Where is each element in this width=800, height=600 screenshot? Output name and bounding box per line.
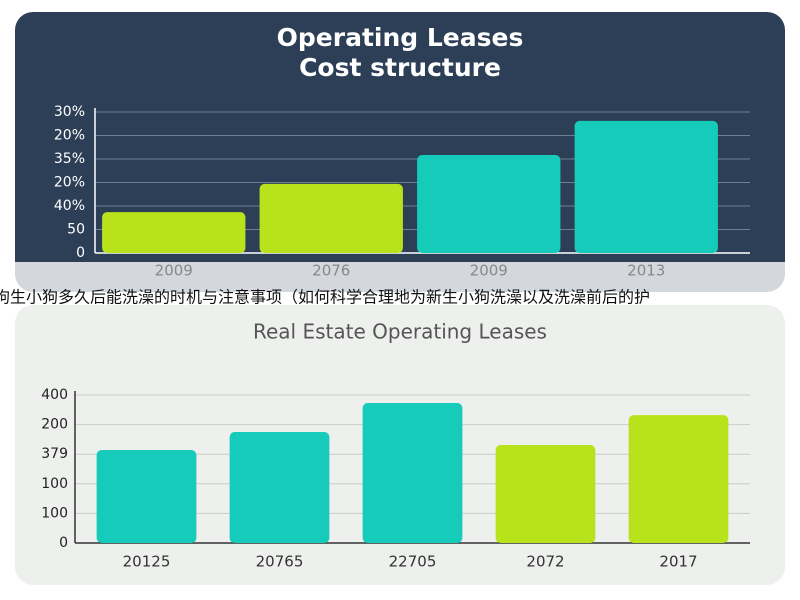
chart-title: Real Estate Operating Leases [253,320,547,344]
top-category-labels: 2009 2076 2009 2013 [155,262,666,280]
y-tick-label: 35% [54,151,85,167]
x-tick-label: 2013 [627,262,665,280]
chart-top: Operating Leases Cost structure 0 50 40% 20… [54,23,750,261]
y-tick-label: 20% [54,175,85,191]
y-tick-label: 0 [76,245,85,261]
bar [574,120,718,254]
banner-text: 狗生小狗多久后能洗澡的时机与注意事项（如何科学合理地为新生小狗洗澡以及洗澡前后的… [0,288,650,307]
x-tick-label: 2017 [659,553,697,571]
bar [259,183,403,253]
y-tick-label: 100 [41,505,68,521]
bar [495,445,596,543]
x-tick-label: 2072 [526,553,564,571]
bar [362,402,463,543]
y-tick-label: 379 [41,446,68,462]
x-tick-label: 2009 [155,262,193,280]
y-tick-label: 100 [41,476,68,492]
x-tick-label: 20765 [256,553,304,571]
chart-bottom: Real Estate Operating Leases 0 100 100 379 2… [41,320,750,571]
bar [628,415,729,543]
x-tick-label: 2076 [312,262,350,280]
bar [96,450,197,543]
x-tick-label: 2009 [470,262,508,280]
y-tick-label: 50 [67,222,85,238]
bar [229,432,330,543]
y-tick-label: 400 [41,387,68,403]
y-tick-label: 0 [59,535,68,551]
bar [102,212,246,253]
bar [417,155,561,253]
y-tick-label: 30% [54,104,85,120]
fade-overlay [15,262,785,292]
y-tick-label: 20% [54,128,85,144]
chart-subtitle: Cost structure [299,53,501,82]
x-tick-label: 20125 [123,553,171,571]
y-tick-label: 200 [41,417,68,433]
y-tick-label: 40% [54,198,85,214]
x-tick-label: 22705 [389,553,437,571]
chart-title: Operating Leases [277,23,524,52]
